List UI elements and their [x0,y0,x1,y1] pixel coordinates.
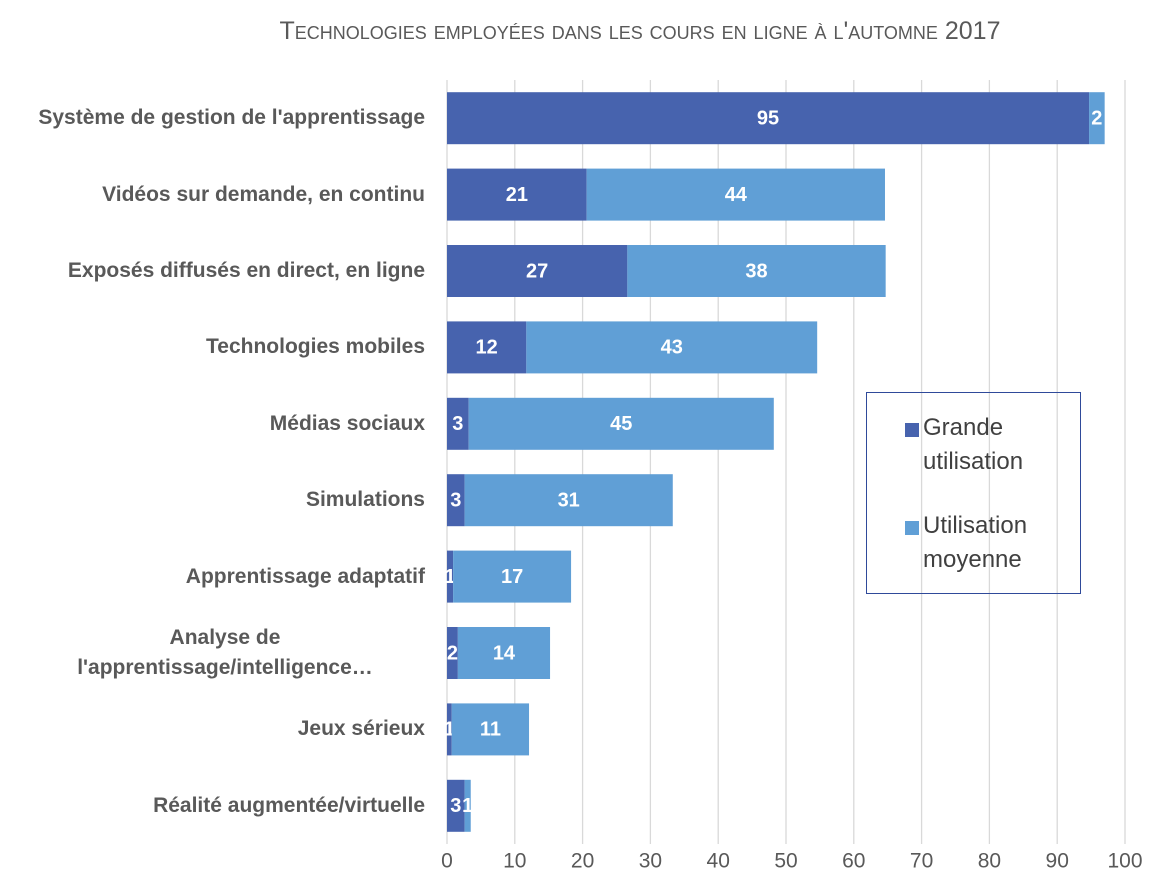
data-label: 1 [444,719,455,741]
bar-segment [526,321,818,374]
x-tick-label: 100 [1107,850,1142,873]
bar-segment [447,474,465,527]
legend-entry: Utilisation moyenne [905,509,1073,577]
data-label: 3 [452,413,463,435]
bar-segment [468,397,774,450]
category-text: Technologies mobiles [206,335,425,359]
bar-segment [586,168,885,221]
bar-segment [447,397,469,450]
bar-segment [447,245,628,297]
category-text: Jeux sérieux [297,717,425,741]
data-label: 44 [725,184,748,206]
data-label: 12 [476,337,498,359]
data-label: 1 [444,566,455,588]
category-label: Médias sociaux [0,384,425,464]
category-text: Système de gestion de l'apprentissage [38,106,425,130]
bar-segment [1089,92,1105,145]
bar-segment [453,550,572,603]
x-tick-label: 0 [441,850,453,873]
data-label: 14 [493,642,516,664]
x-tick-label: 90 [1046,850,1069,873]
x-tick-label: 40 [707,850,730,873]
category-text: Médias sociaux [269,411,425,435]
category-text: Simulations [305,488,425,512]
data-label: 21 [506,184,528,206]
bar-segment [457,627,551,679]
bar-segment [627,245,886,297]
x-tick-label: 20 [571,850,594,873]
data-label: 45 [610,413,632,435]
category-text: Exposés diffusés en direct, en ligne [67,259,425,282]
legend: Grande utilisation Utilisation moyenne [866,392,1081,594]
legend-entry: Grande utilisation [905,411,1073,479]
x-tick-label: 10 [503,850,526,873]
legend-label: Utilisation moyenne [923,512,1028,573]
category-label: Système de gestion de l'apprentissage [0,78,425,158]
category-label: Vidéos sur demande, en continu [0,155,425,235]
data-label: 95 [757,107,779,129]
bar-segment [447,92,1090,145]
data-label: 2 [447,642,458,664]
x-tick-label: 80 [978,850,1001,873]
category-text: Analyse de l'apprentissage/intelligence… [77,626,373,679]
category-label: Analyse de l'apprentissage/intelligence… [0,613,425,693]
legend-swatch [905,423,919,437]
category-label: Exposés diffusés en direct, en ligne [0,231,425,311]
data-label: 38 [745,260,767,282]
data-label: 11 [480,719,501,741]
data-label: 31 [558,489,580,511]
bar-segment [447,627,458,679]
data-label: 3 [450,489,461,511]
category-text: Vidéos sur demande, en continu [102,182,425,206]
category-label: Jeux sérieux [0,689,425,769]
data-label: 43 [661,337,683,359]
x-tick-label: 30 [639,850,662,873]
category-label: Réalité augmentée/virtuelle [0,766,425,846]
bar-segment [451,703,530,756]
category-label: Technologies mobiles [0,307,425,387]
data-label: 17 [501,566,523,588]
bar-segment [447,779,465,832]
bar-segment [447,703,452,756]
bar-segment [447,550,454,603]
category-label: Apprentissage adaptatif [0,537,425,617]
bar-segment [464,779,471,832]
data-label: 27 [526,260,548,282]
chart-title: Technologies employées dans les cours en… [279,17,1001,45]
category-text: Réalité augmentée/virtuelle [153,793,425,817]
bar-segment [447,168,587,221]
bar-segment [447,321,527,374]
category-label: Simulations [0,460,425,540]
data-label: 1 [462,795,473,817]
legend-swatch [905,521,919,535]
legend-label: Grande utilisation [923,414,1024,475]
x-tick-label: 70 [910,850,933,873]
category-text: Apprentissage adaptatif [185,564,425,588]
x-tick-label: 50 [774,850,797,873]
bar-segment [464,474,673,527]
data-label: 3 [450,795,461,817]
data-label: 2 [1091,107,1102,129]
x-tick-label: 60 [842,850,865,873]
